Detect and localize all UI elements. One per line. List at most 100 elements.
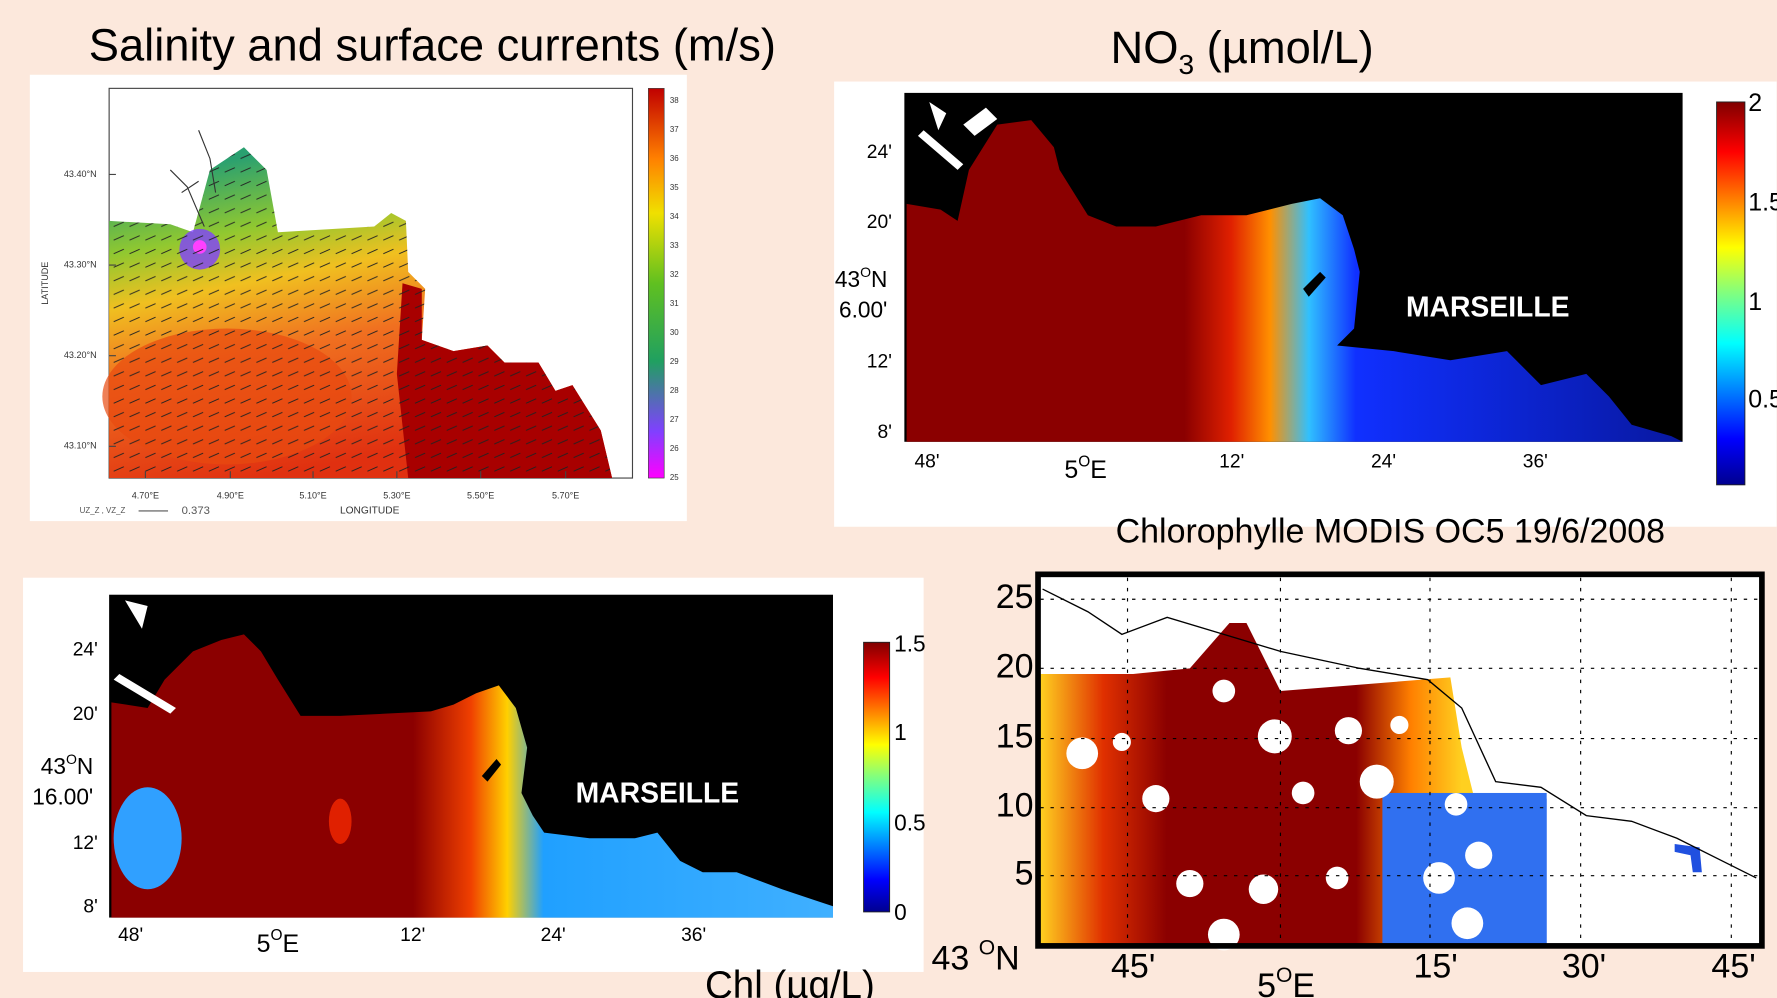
lat-label-part: 43 bbox=[835, 266, 860, 292]
y-tick-label: 5 bbox=[1015, 855, 1034, 893]
x-tick-label: 45' bbox=[1711, 948, 1755, 986]
colorbar-label: 0.5 bbox=[1748, 386, 1777, 414]
colorbar-label: 30 bbox=[670, 328, 679, 337]
map-shape bbox=[1257, 719, 1292, 754]
map-shape bbox=[1674, 843, 1702, 873]
lat-label-part: O bbox=[860, 264, 871, 280]
lat-minutes: 16.00' bbox=[32, 784, 93, 810]
lat-label: 43ON bbox=[41, 751, 93, 779]
panel-caption: Chl (µg/L) bbox=[705, 964, 875, 998]
x-tick-label: 5.50°E bbox=[467, 491, 494, 501]
colorbar-label: 38 bbox=[670, 96, 679, 105]
x-tick-label: 24' bbox=[1371, 451, 1396, 472]
lat-label: 43ON bbox=[835, 264, 887, 292]
y-tick-label: 15 bbox=[996, 718, 1034, 756]
y-tick-label: 43.10°N bbox=[64, 441, 97, 451]
x-tick-label: 5.70°E bbox=[552, 491, 579, 501]
x-tick-label: 5.10°E bbox=[299, 491, 326, 501]
vector-legend-value: 0.373 bbox=[182, 505, 210, 517]
lon-label: 5OE bbox=[1257, 963, 1315, 998]
lat-label: 43 ON bbox=[932, 936, 1020, 977]
map-shape bbox=[111, 634, 833, 918]
x-tick-label: 24' bbox=[541, 925, 566, 946]
axis-title: LATITUDE bbox=[40, 262, 50, 305]
lon-label-part: 5 bbox=[1064, 456, 1078, 484]
lon-label-part: E bbox=[1090, 456, 1107, 484]
colorbar-label: 28 bbox=[670, 386, 679, 395]
map-shape bbox=[648, 88, 665, 479]
colorbar-label: 34 bbox=[670, 212, 679, 221]
colorbar-label: 25 bbox=[670, 473, 679, 482]
colorbar-label: 31 bbox=[670, 299, 679, 308]
map-shape bbox=[1390, 715, 1409, 735]
colorbar-label: 32 bbox=[670, 270, 679, 279]
map-shape bbox=[1207, 918, 1240, 951]
lon-label: 5OE bbox=[257, 927, 300, 957]
colorbar-label: 29 bbox=[670, 357, 679, 366]
lon-label-part: O bbox=[1276, 963, 1292, 986]
map-shape bbox=[1212, 679, 1236, 703]
x-tick-label: 36' bbox=[681, 925, 706, 946]
vector-legend-label: UZ_Z , VZ_Z bbox=[80, 506, 126, 515]
y-tick-label: 10 bbox=[996, 787, 1034, 825]
y-tick-label: 24' bbox=[73, 639, 98, 660]
panel-title-part: (µmol/L) bbox=[1194, 22, 1374, 73]
map-shape bbox=[1444, 792, 1468, 816]
y-tick-label: 8' bbox=[83, 896, 97, 917]
map-shape bbox=[113, 600, 176, 714]
axis-title: LONGITUDE bbox=[340, 506, 400, 517]
x-tick-label: 4.70°E bbox=[132, 491, 159, 501]
map-shape bbox=[1465, 841, 1493, 869]
colorbar-label: 26 bbox=[670, 444, 679, 453]
lat-label-part: N bbox=[871, 266, 887, 292]
lat-minutes: 6.00' bbox=[839, 297, 887, 323]
y-tick-label: 43.20°N bbox=[64, 350, 97, 360]
lon-label-part: E bbox=[283, 929, 300, 957]
lat-label-part: O bbox=[66, 751, 77, 767]
colorbar-label: 1.5 bbox=[894, 631, 925, 657]
map-shape bbox=[1035, 571, 1765, 949]
lon-label-part: 5 bbox=[1257, 967, 1276, 998]
map-shape bbox=[1451, 907, 1484, 940]
map-shape bbox=[1112, 732, 1131, 752]
map-shape bbox=[1066, 679, 1493, 951]
y-tick-label: 24' bbox=[867, 142, 892, 163]
y-tick-label: 25 bbox=[996, 578, 1034, 616]
map-shape bbox=[1040, 577, 1762, 946]
lon-label-part: E bbox=[1292, 967, 1315, 998]
x-tick-label: 12' bbox=[400, 925, 425, 946]
lon-label: 5OE bbox=[1064, 454, 1107, 484]
colorbar-label: 36 bbox=[670, 154, 679, 163]
colorbar-label: 27 bbox=[670, 415, 679, 424]
map-shape bbox=[1066, 737, 1099, 770]
map-shape bbox=[113, 787, 182, 890]
y-tick-label: 20' bbox=[867, 212, 892, 233]
colorbar-label: 0.5 bbox=[894, 810, 925, 836]
x-tick-label: 15' bbox=[1414, 948, 1458, 986]
x-tick-label: 48' bbox=[118, 925, 143, 946]
map-shape bbox=[906, 120, 1683, 442]
map-shape bbox=[1359, 764, 1394, 799]
panel-title-part: 3 bbox=[1178, 49, 1194, 80]
y-tick-label: 12' bbox=[73, 833, 98, 854]
map-shape bbox=[481, 758, 502, 782]
x-tick-label: 48' bbox=[914, 451, 939, 472]
colorbar-label: 35 bbox=[670, 183, 679, 192]
lat-label-part: O bbox=[979, 936, 995, 959]
y-tick-label: 20' bbox=[73, 704, 98, 725]
panel-title: NO3 (µmol/L) bbox=[1111, 22, 1374, 80]
x-tick-label: 4.90°E bbox=[217, 491, 244, 501]
map-shape bbox=[1484, 798, 1547, 946]
colorbar-label: 0 bbox=[894, 899, 907, 925]
x-tick-label: 36' bbox=[1523, 451, 1548, 472]
map-shape bbox=[1423, 862, 1455, 894]
lon-label-part: 5 bbox=[257, 929, 271, 957]
map-shape bbox=[1303, 271, 1326, 297]
map-shape bbox=[1291, 781, 1315, 805]
x-tick-label: 5.30°E bbox=[383, 491, 410, 501]
lat-label-part: N bbox=[77, 753, 93, 779]
y-tick-label: 20 bbox=[996, 647, 1034, 685]
y-tick-label: 8' bbox=[878, 422, 892, 443]
colorbar-label: 37 bbox=[670, 125, 679, 134]
